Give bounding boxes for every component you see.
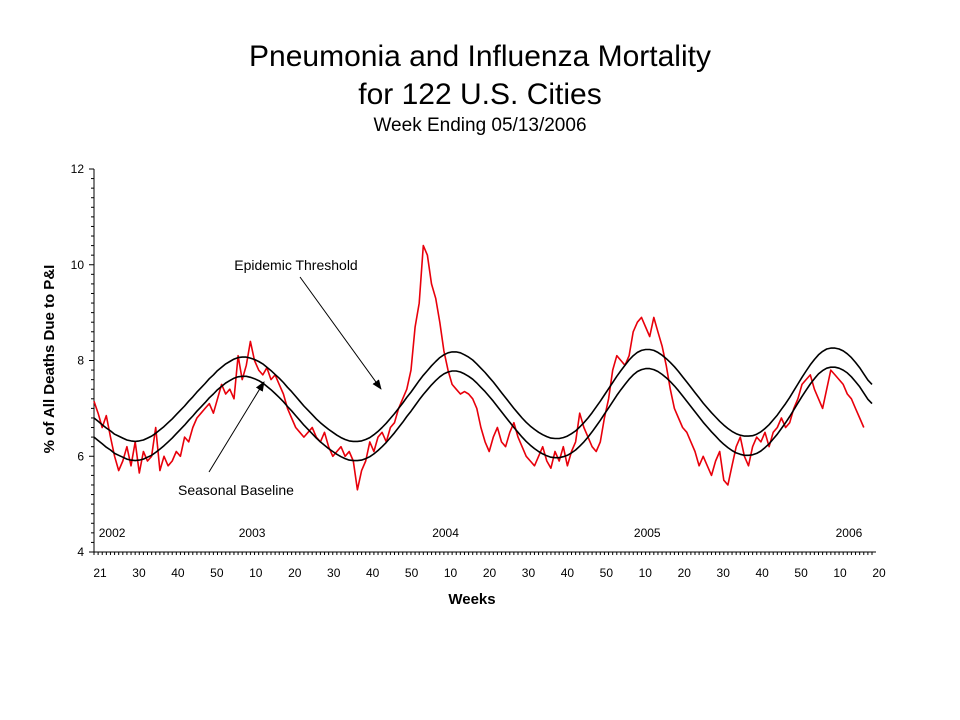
annotation-label: Epidemic Threshold: [234, 257, 357, 273]
year-label: 2006: [836, 526, 863, 540]
mortality-line: [93, 244, 865, 491]
x-tick-label: 50: [405, 566, 419, 580]
x-tick-label: 20: [872, 566, 886, 580]
x-tick-label: 40: [561, 566, 575, 580]
x-tick-label: 40: [171, 566, 185, 580]
x-tick-label: 20: [678, 566, 692, 580]
y-tick-label: 12: [71, 162, 85, 176]
year-label: 2005: [634, 526, 661, 540]
x-tick-label: 10: [249, 566, 263, 580]
year-label: 2004: [432, 526, 459, 540]
x-tick-label: 30: [717, 566, 731, 580]
y-tick-label: 4: [77, 545, 84, 559]
chart-subtitle: Week Ending 05/13/2006: [373, 115, 587, 136]
seasonal-baseline-line: [93, 366, 873, 462]
chart-annotations: Epidemic Threshold Seasonal Baseline: [178, 257, 382, 498]
annotation-label: Seasonal Baseline: [178, 482, 294, 498]
y-tick-label: 10: [71, 258, 85, 272]
annotation-arrow: [299, 276, 382, 390]
x-tick-label: 21: [93, 566, 107, 580]
x-tick-label: 10: [639, 566, 653, 580]
y-axis-label: % of All Deaths Due to P&I: [41, 265, 58, 454]
epidemic-threshold-line: [93, 347, 873, 443]
x-tick-label: 30: [327, 566, 341, 580]
x-tick-label: 40: [755, 566, 769, 580]
y-tick-label: 6: [77, 449, 84, 463]
x-tick-label: 50: [794, 566, 808, 580]
chart-title-line-2: for 122 U.S. Cities: [358, 78, 602, 111]
x-tick-label: 10: [833, 566, 847, 580]
x-tick-label: 30: [132, 566, 146, 580]
y-tick-label: 8: [77, 354, 84, 368]
x-tick-label: 50: [600, 566, 614, 580]
x-tick-label: 50: [210, 566, 224, 580]
chart-axes: 4 6 8 10 12 21 30 40 50 10 20 30 40 50 10 20 30 40 50 10 20 3…: [71, 162, 886, 580]
x-axis-label: Weeks: [448, 591, 495, 608]
chart-title-block: Pneumonia and Influenza Mortality for 12…: [0, 38, 960, 138]
x-tick-label: 40: [366, 566, 380, 580]
chart-title-line-1: Pneumonia and Influenza Mortality: [249, 40, 711, 73]
x-tick-label: 10: [444, 566, 458, 580]
annotation-arrow: [208, 381, 265, 473]
x-tick-label: 20: [483, 566, 497, 580]
year-label: 2003: [239, 526, 266, 540]
chart-series-layer: [93, 244, 873, 491]
x-tick-label: 30: [522, 566, 536, 580]
x-tick-label: 20: [288, 566, 302, 580]
year-label: 2002: [99, 526, 126, 540]
